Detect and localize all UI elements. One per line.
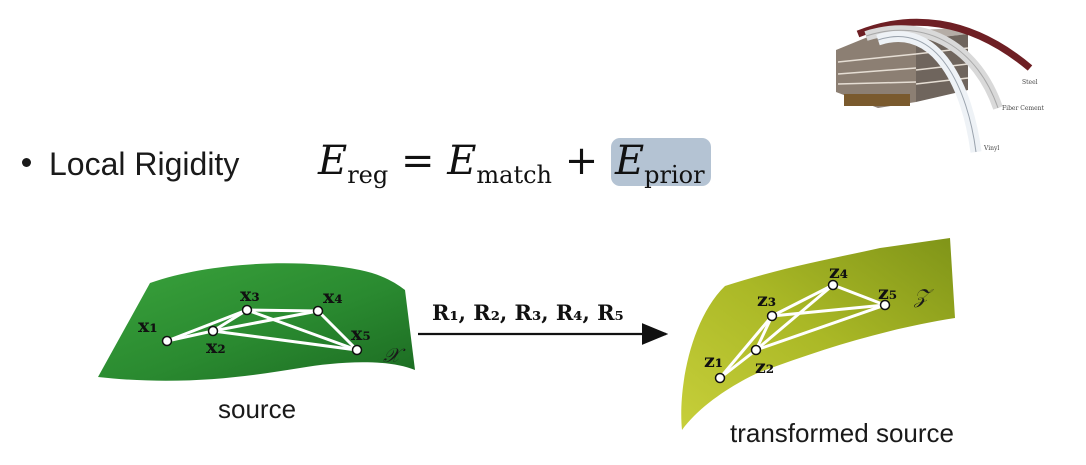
pallet-base xyxy=(844,94,910,106)
source-node-3 xyxy=(241,304,253,316)
target-caption: transformed source xyxy=(730,418,954,448)
target-node-3 xyxy=(766,310,778,322)
source-edges xyxy=(166,308,362,353)
bullet-local-rigidity: Local Rigidity xyxy=(22,146,239,183)
source-label-x5: x₅ xyxy=(351,323,371,345)
target-edges xyxy=(718,283,890,380)
eq-term2: E xyxy=(614,138,645,184)
steel-strip xyxy=(856,18,1033,71)
vinyl-edge xyxy=(877,36,977,153)
target-label-z5: z₅ xyxy=(878,282,897,304)
eq-lhs-sub: reg xyxy=(347,161,389,189)
bullet-label: Local Rigidity xyxy=(49,146,240,182)
target-nodes xyxy=(714,279,891,384)
target-label-z3: z₃ xyxy=(757,289,776,311)
source-label-x3: x₃ xyxy=(240,284,260,306)
source-nodes xyxy=(161,304,363,356)
eq-lhs: E xyxy=(318,138,348,184)
source-node-2 xyxy=(207,325,219,337)
transform-label: R₁, R₂, R₃, R₄, R₅ xyxy=(432,300,624,325)
eq-prior-highlight: Eprior xyxy=(610,138,711,189)
target-node-2 xyxy=(750,344,762,356)
source-node-1 xyxy=(161,335,173,347)
eq-plus: + xyxy=(552,138,611,184)
eq-term1: E xyxy=(447,138,477,184)
source-label-x4: x₄ xyxy=(323,286,343,308)
siding-photo: Steel Fiber Cement Vinyl xyxy=(836,18,1044,153)
target-node-1 xyxy=(714,372,726,384)
target-label-z1: z₁ xyxy=(704,350,723,372)
eq-equals: = xyxy=(388,138,448,184)
target-set-label: 𝒵 xyxy=(913,284,934,308)
energy-equation: Ereg = Ematch + Eprior xyxy=(318,138,711,189)
source-caption: source xyxy=(218,394,297,424)
target-label-z4: z₄ xyxy=(829,261,848,283)
photo-label-vinyl: Vinyl xyxy=(983,145,999,152)
source-label-x1: x₁ xyxy=(138,315,158,337)
source-node-5 xyxy=(351,344,363,356)
eq-term1-sub: match xyxy=(476,161,553,189)
source-node-4 xyxy=(312,305,324,317)
target-surface xyxy=(681,238,955,430)
bullet-dot xyxy=(22,158,31,168)
photo-label-steel: Steel xyxy=(1022,79,1038,86)
target-node-4 xyxy=(827,279,839,291)
photo-label-fiber: Fiber Cement xyxy=(1002,105,1044,112)
target-label-z2: z₂ xyxy=(755,356,774,378)
eq-term2-sub: prior xyxy=(644,161,705,189)
source-label-x2: x₂ xyxy=(206,336,226,358)
pallet-front xyxy=(836,32,916,108)
target-node-5 xyxy=(879,299,891,311)
fiber-cement-edge xyxy=(865,29,999,109)
